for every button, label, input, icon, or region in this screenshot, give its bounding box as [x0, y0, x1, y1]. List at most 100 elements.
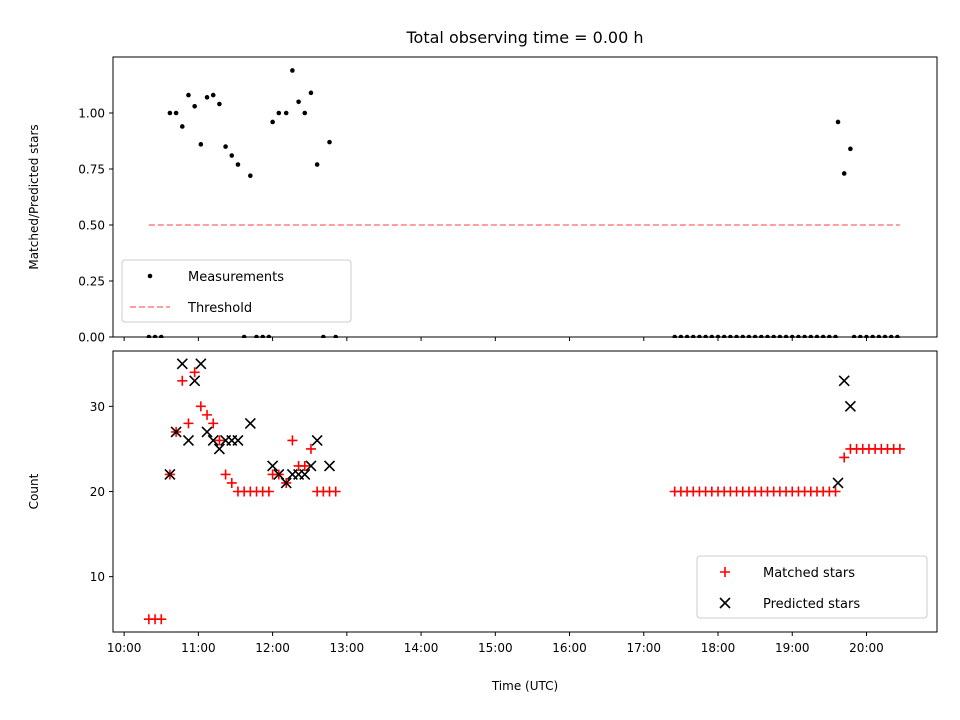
series-layer: [143, 358, 905, 625]
measurement-point: [217, 101, 222, 107]
measurement-point: [167, 110, 173, 116]
predicted-star-point: [195, 358, 207, 370]
y-tick-label: 10: [90, 570, 105, 584]
measurement-point: [308, 90, 314, 96]
y-tick-label: 1.00: [78, 107, 105, 121]
legend-label: Measurements: [188, 270, 284, 285]
predicted-star-point: [164, 468, 176, 481]
x-tick-label: 19:00: [775, 641, 810, 655]
matched-star-point: [287, 435, 298, 446]
y-tick-label: 30: [90, 400, 105, 414]
legend-marker-matched: [720, 567, 730, 577]
x-tick-label: 15:00: [478, 641, 513, 655]
matched-star-point: [299, 460, 310, 471]
predicted-star-point: [176, 358, 188, 370]
measurement-point: [235, 162, 241, 167]
predicted-star-point: [323, 460, 336, 472]
matched-star-point: [830, 486, 841, 497]
legend-label: Threshold: [187, 301, 252, 316]
matched-star-point: [330, 486, 341, 497]
matched-star-point: [195, 401, 206, 412]
predicted-star-point: [844, 400, 856, 412]
matched-star-point: [263, 486, 274, 497]
matched-star-point: [202, 409, 213, 420]
axes-frame: [112, 350, 938, 633]
y-tick-label: 0.00: [78, 331, 105, 345]
measurement-point: [198, 142, 204, 147]
y-tick-label: 20: [90, 485, 105, 499]
predicted-star-point: [244, 417, 256, 429]
matched-star-point: [189, 367, 200, 378]
measurement-point: [302, 110, 308, 116]
chart-title: Total observing time = 0.00 h: [405, 28, 643, 47]
measurement-point: [276, 110, 282, 116]
measurement-point: [179, 124, 185, 129]
matched-star-point: [226, 477, 237, 488]
predicted-star-point: [267, 460, 279, 472]
x-tick-label: 20:00: [849, 641, 884, 655]
y-tick-label: 0.75: [78, 163, 105, 177]
measurement-point: [270, 119, 275, 125]
matched-star-point: [156, 614, 167, 625]
matched-star-point: [220, 469, 231, 480]
predicted-star-point: [201, 426, 213, 438]
axes-frame: [112, 56, 938, 338]
legend-marker-predicted: [719, 597, 731, 609]
measurement-point: [204, 95, 210, 100]
x-tick-label: 11:00: [181, 641, 216, 655]
measurement-point: [314, 162, 320, 167]
predicted-star-point: [311, 434, 323, 446]
y-axis-label: Count: [27, 473, 41, 509]
measurement-point: [210, 92, 216, 98]
measurement-point: [848, 146, 853, 152]
predicted-star-point: [280, 477, 292, 489]
bottom-panel: Count 10 20 30 10:00 11:00 12:00 13:00 14:00 15:0…: [27, 350, 938, 693]
measurement-point: [841, 171, 847, 176]
legend-box: [696, 555, 928, 619]
measurement-point: [290, 68, 295, 73]
matched-star-point: [183, 418, 194, 429]
predicted-star-point: [170, 426, 182, 438]
predicted-star-point: [838, 375, 850, 387]
x-tick-label: 16:00: [552, 641, 587, 655]
predicted-star-point: [305, 460, 317, 472]
matched-star-point: [839, 452, 850, 463]
measurement-point: [283, 110, 289, 116]
measurement-point: [192, 103, 197, 109]
measurement-point: [296, 99, 301, 105]
measurement-point: [186, 92, 191, 98]
legend: Matched stars Predicted stars: [696, 555, 928, 619]
predicted-star-point: [182, 434, 195, 446]
legend-label: Matched stars: [763, 566, 855, 581]
matched-star-point: [894, 443, 905, 454]
predicted-star-point: [832, 477, 844, 489]
legend: Measurements Threshold: [121, 259, 352, 323]
matched-star-point: [208, 418, 219, 429]
legend-marker-measurements: [147, 273, 153, 279]
y-tick-label: 0.25: [78, 275, 105, 289]
predicted-star-point: [189, 375, 201, 387]
predicted-star-point: [207, 434, 219, 446]
predicted-star-point: [232, 434, 244, 446]
x-tick-label: 14:00: [404, 641, 439, 655]
predicted-star-point: [213, 443, 225, 455]
legend-box: [121, 259, 352, 323]
x-tick-label: 17:00: [626, 641, 661, 655]
x-tick-label: 12:00: [255, 641, 290, 655]
measurement-point: [327, 139, 332, 145]
measurement-point: [248, 173, 253, 179]
matched-star-point: [177, 375, 188, 386]
matched-star-point: [305, 443, 316, 454]
top-panel: Total observing time = 0.00 h Matched/Pre…: [27, 28, 938, 345]
legend-label: Predicted stars: [763, 597, 860, 612]
x-tick-label: 18:00: [701, 641, 736, 655]
measurement-point: [229, 153, 235, 158]
measurement-point: [835, 119, 841, 125]
x-tick-label: 10:00: [107, 641, 142, 655]
y-tick-label: 0.50: [78, 219, 105, 233]
x-axis-label: Time (UTC): [491, 679, 558, 693]
measurement-point: [173, 110, 179, 116]
x-tick-label: 13:00: [330, 641, 365, 655]
measurement-point: [223, 144, 228, 149]
